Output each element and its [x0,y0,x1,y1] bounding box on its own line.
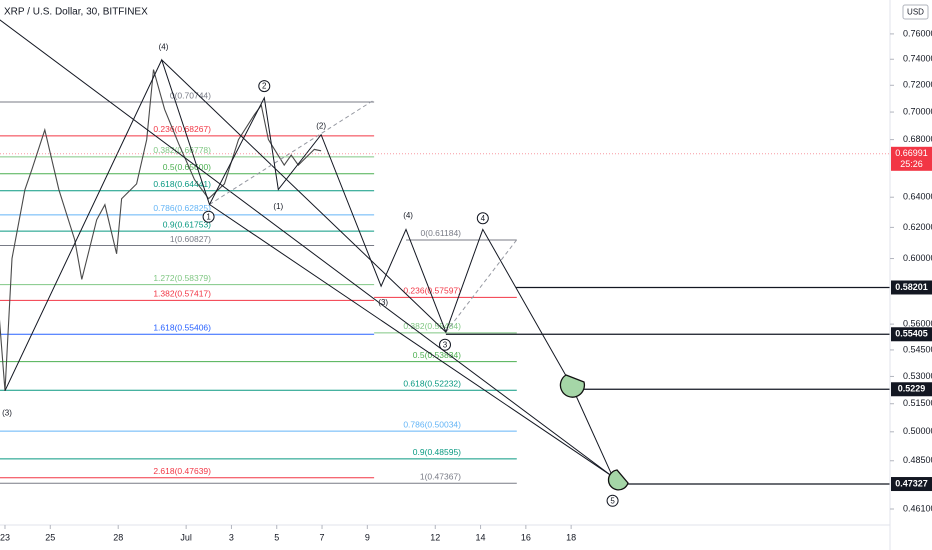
wave-label: (4) [403,211,413,220]
wave-label: 1 [206,212,211,221]
fib-label: 1.618(0.55406) [153,322,211,332]
price-tag [891,327,932,342]
current-price-value: 0.66991 [895,148,928,158]
wave-circle [606,494,619,507]
x-tick-label: 12 [430,532,440,542]
fib-label: 0.618(0.52232) [403,379,461,389]
wave-circle [439,338,451,351]
x-tick-label: 14 [476,532,486,542]
chart-title: XRP / U.S. Dollar, 30, BITFINEX [4,7,148,18]
fib-label: 0.236(0.68267) [153,124,211,134]
wave-label: (1) [273,202,283,211]
x-tick-label: 5 [274,532,279,542]
x-tick-label: Jul [180,532,192,542]
fib-label: 0.5(0.65600) [163,162,211,172]
wave-label: (4) [159,42,169,51]
trend-line [0,19,613,478]
currency-box[interactable] [902,4,929,20]
fib-label: 0(0.61184) [421,228,462,238]
wave-label: 3 [443,340,448,349]
wave-label: 4 [481,214,486,223]
x-tick-label: 7 [320,532,325,542]
current-price-countdown: 25:26 [900,159,923,169]
fib-label: 1.382(0.57417) [153,289,211,299]
target-marker [607,469,629,491]
fib-label: 0.618(0.64441) [153,179,211,189]
price-tag [891,477,932,492]
trend-line [445,239,518,333]
trend-line [161,59,447,333]
x-tick-label: 23 [0,532,10,542]
wave-line [4,58,614,477]
price-tag-label: 0.5229 [898,384,926,394]
x-tick-label: 3 [229,532,234,542]
target-marker [559,374,586,398]
wave-circle [476,212,489,225]
fib-label: 0.236(0.57597) [403,286,461,296]
fib-label: 0.382(0.55484) [403,321,461,331]
price-tag [891,280,932,295]
x-tick-label: 16 [521,532,531,542]
price-tag [891,382,932,397]
x-tick-label: 25 [45,532,55,542]
wave-label: 2 [262,82,267,91]
y-tick-label: 0.46100 [903,503,932,513]
wave-label: (3) [2,409,12,418]
fib-label: 0.786(0.62825) [153,203,211,213]
fib-label: 0.9(0.48595) [413,447,461,457]
trend-line [209,204,613,478]
plot-layer: 0(0.70744) 0.236(0.68267) 0.382(0.66778) 0.… [0,19,890,507]
wave-label: (2) [316,121,326,130]
price-tag-label: 0.55405 [895,329,928,339]
wave-label: (3) [378,298,388,307]
fib-label: 1(0.47367) [420,471,461,481]
current-price-tag [891,146,932,171]
fib-label: 0.786(0.50034) [403,419,461,429]
fib-label: 0.5(0.53834) [413,350,461,360]
wave-circle [202,210,215,223]
fib-label: 0(0.70744) [170,90,211,100]
price-tag-label: 0.58201 [895,282,928,292]
wave-label: 5 [610,496,615,505]
currency: USD [907,8,924,17]
x-tick-label: 18 [566,532,576,542]
fib-label: 2.618(0.47639) [153,466,211,476]
fib-label: 1(0.60827) [170,234,211,244]
fib-label: 0.9(0.61753) [163,219,211,229]
price-tag-label: 0.47327 [895,478,928,488]
fib-label: 0.382(0.66778) [153,145,211,155]
fib-label: 1.272(0.58379) [153,273,211,283]
x-tick-label: 28 [113,532,123,542]
trend-line [209,99,375,205]
x-tick-label: 9 [365,532,370,542]
wave-circle [258,80,271,93]
